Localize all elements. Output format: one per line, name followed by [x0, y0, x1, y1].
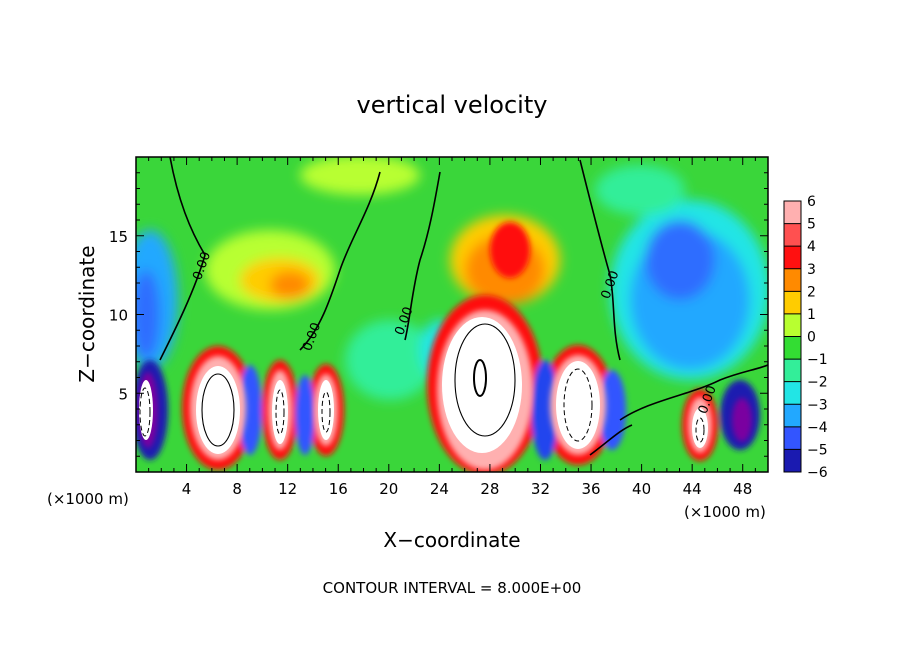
x-tick-label: 16 — [329, 480, 348, 498]
contour-updraft-4-inner — [473, 359, 487, 397]
colorbar-label: 4 — [807, 239, 816, 255]
x-unit-right: (×1000 m) — [684, 503, 766, 521]
downdraft-a — [238, 365, 262, 455]
dashed-contour-c — [321, 391, 331, 433]
x-tick-label: 4 — [182, 480, 192, 498]
colorbar-label: −2 — [807, 375, 828, 391]
x-tick-label: 12 — [278, 480, 297, 498]
updraft-6-core — [692, 408, 708, 448]
x-tick-label: 32 — [531, 480, 550, 498]
colorbar-swatch — [784, 291, 801, 315]
x-tick-label: 8 — [232, 480, 242, 498]
zero-contour-3 — [404, 171, 441, 341]
downdraft-e — [598, 370, 626, 450]
neg-region-mid — [345, 320, 435, 400]
downdraft-c — [531, 360, 559, 460]
neg-region-right-upper — [645, 220, 715, 300]
dashed-contour-a — [139, 387, 151, 437]
colorbar-label: 1 — [807, 307, 816, 323]
neg-region-top-right — [595, 165, 685, 215]
dashed-contour-e — [695, 417, 705, 443]
colorbar-swatch — [784, 426, 801, 450]
updraft-2-core — [272, 380, 288, 444]
updraft-4-core — [442, 317, 522, 453]
x-tick-label: 40 — [632, 480, 651, 498]
x-axis-label: X−coordinate — [383, 528, 520, 552]
colorbar-swatch — [784, 223, 801, 247]
colorbar: 6 5 4 3 2 1 0 −1 −2 −3 −4 −5 −6 — [783, 194, 828, 481]
pos-region-a-peak — [270, 271, 310, 299]
updraft-3-core — [318, 380, 334, 440]
colorbar-label: 2 — [807, 284, 816, 300]
updraft-4-streak — [490, 222, 530, 278]
colorbar-label: −3 — [807, 397, 828, 413]
updraft-5-core — [556, 361, 600, 449]
x-tick-labels: 4 8 12 16 20 24 28 32 36 40 44 48 — [182, 480, 752, 498]
colorbar-label: 0 — [807, 330, 816, 346]
axis-ticks — [136, 157, 768, 472]
colorbar-swatch — [784, 336, 801, 360]
colorbar-swatch — [784, 246, 801, 270]
zero-contour-4 — [579, 159, 621, 361]
x-unit-left: (×1000 m) — [47, 490, 129, 508]
colorbar-label: 3 — [807, 262, 816, 278]
pos-region-top — [300, 157, 420, 195]
colorbar-label: −4 — [807, 420, 828, 436]
dashed-contour-d — [563, 368, 593, 442]
x-tick-label: 36 — [581, 480, 600, 498]
downdraft-b — [295, 375, 315, 455]
chart-title: vertical velocity — [357, 91, 548, 119]
colorbar-swatch — [784, 268, 801, 292]
x-tick-label: 48 — [733, 480, 752, 498]
zero-contour-1 — [159, 157, 206, 361]
updraft-1-core — [196, 366, 240, 454]
colorbar-swatch — [784, 404, 801, 428]
updraft-left-core — [139, 380, 153, 440]
zero-contour-5 — [619, 364, 768, 421]
colorbar-label: 6 — [807, 194, 816, 210]
colorbar-swatch — [784, 359, 801, 383]
x-tick-label: 44 — [683, 480, 702, 498]
x-tick-label: 24 — [430, 480, 449, 498]
zero-contour-6 — [589, 424, 633, 456]
colorbar-label: 5 — [807, 217, 816, 233]
y-tick-label: 5 — [118, 385, 128, 403]
neg-region-left-core — [136, 270, 160, 360]
zero-contour-2 — [299, 171, 381, 351]
colorbar-swatch — [784, 201, 801, 225]
velocity-field: 0.000.00 0.000.000.00 — [136, 157, 768, 472]
dashed-contour-b — [275, 389, 285, 435]
y-tick-labels: 5 10 15 — [109, 228, 128, 404]
colorbar-label: −1 — [807, 352, 828, 368]
contour-updraft-1 — [201, 373, 235, 447]
x-tick-label: 28 — [480, 480, 499, 498]
x-tick-label: 20 — [379, 480, 398, 498]
downdraft-right-core — [732, 398, 752, 442]
contour-interval-footer: CONTOUR INTERVAL = 8.000E+00 — [323, 579, 582, 597]
colorbar-swatch — [784, 313, 801, 337]
colorbar-swatch — [784, 381, 801, 405]
colorbar-swatch — [784, 449, 801, 473]
colorbar-label: −5 — [807, 442, 828, 458]
y-tick-label: 10 — [109, 307, 128, 325]
contour-updraft-4 — [454, 323, 516, 437]
y-tick-label: 15 — [109, 228, 128, 246]
colorbar-label: −6 — [807, 465, 828, 481]
y-axis-label: Z−coordinate — [75, 245, 99, 382]
